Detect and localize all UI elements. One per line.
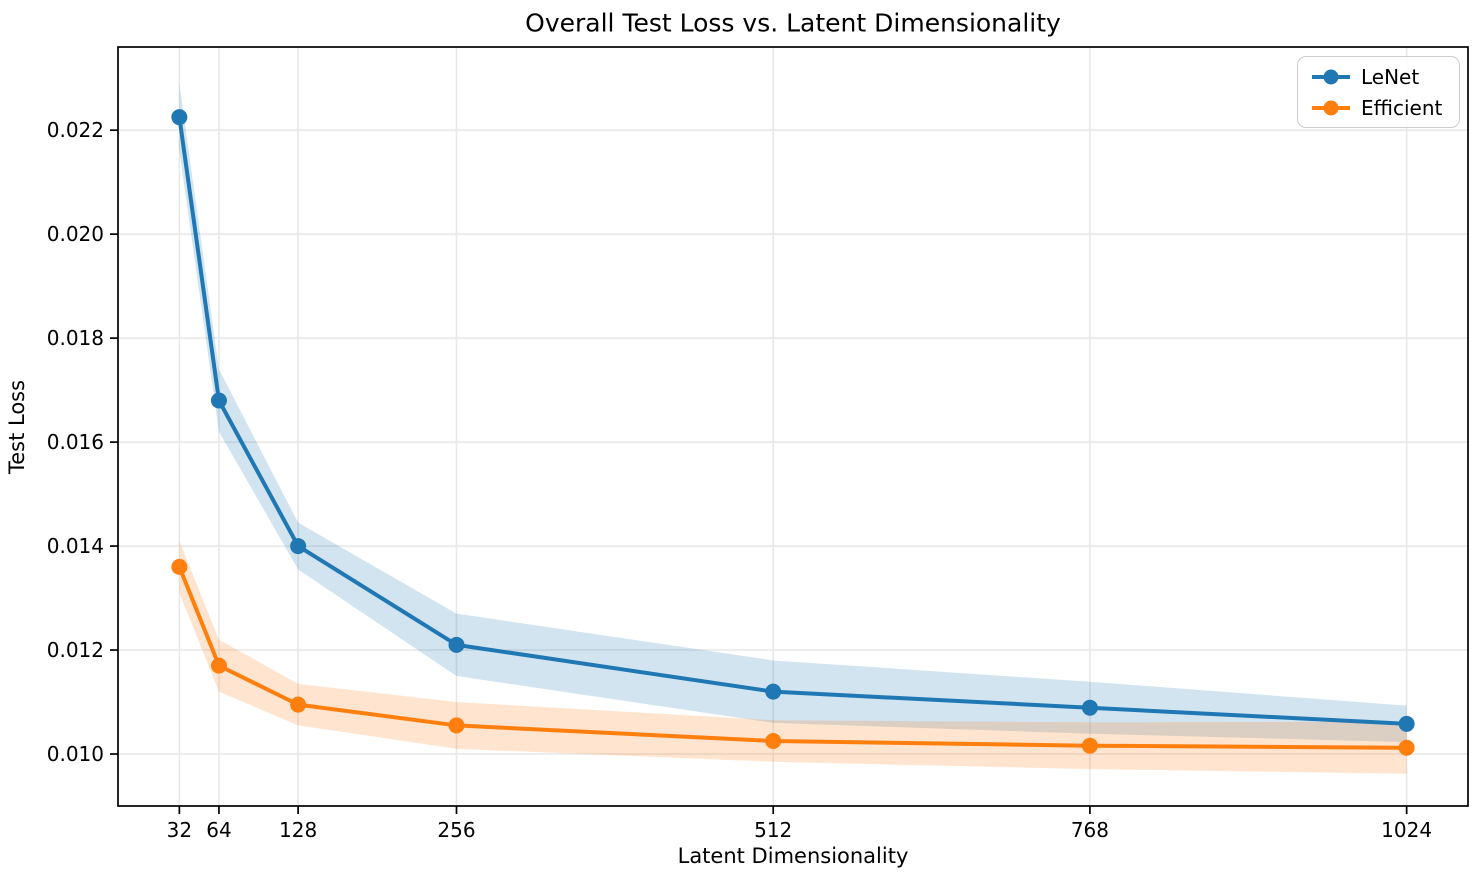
y-tick-label: 0.018 — [47, 326, 104, 350]
tick-marks — [110, 129, 1408, 814]
lenet-data-point — [1398, 715, 1415, 732]
lenet-data-point — [210, 392, 227, 409]
legend-item-efficient: Efficient — [1310, 93, 1447, 122]
efficient-confidence-band — [179, 540, 1407, 774]
efficient-markers — [171, 558, 1415, 756]
y-tick-label: 0.022 — [47, 118, 104, 142]
x-tick-label: 256 — [437, 818, 475, 842]
lenet-markers — [171, 109, 1415, 732]
x-tick-label: 512 — [754, 818, 792, 842]
y-tick-label: 0.012 — [47, 638, 104, 662]
x-tick-label: 128 — [279, 818, 317, 842]
lenet-data-point — [765, 683, 782, 700]
lenet-data-point — [171, 109, 188, 126]
efficient-data-point — [290, 696, 307, 713]
y-axis-label: Test Loss — [5, 379, 29, 475]
lenet-data-point — [448, 636, 465, 653]
legend: LeNet Efficient — [1297, 56, 1460, 128]
efficient-data-point — [210, 657, 227, 674]
y-tick-label: 0.010 — [47, 742, 104, 766]
y-tick-label: 0.020 — [47, 222, 104, 246]
lenet-data-point — [1081, 699, 1098, 716]
efficient-data-point — [171, 558, 188, 575]
x-tick-label: 32 — [167, 818, 192, 842]
x-axis-label: Latent Dimensionality — [677, 844, 909, 868]
efficient-line-swatch-icon — [1312, 100, 1350, 115]
y-tick-label: 0.014 — [47, 534, 104, 558]
x-tick-label: 768 — [1071, 818, 1109, 842]
y-tick-label: 0.016 — [47, 430, 104, 454]
lenet-line-swatch-icon — [1312, 69, 1350, 84]
legend-item-lenet: LeNet — [1310, 62, 1447, 91]
chart-title: Overall Test Loss vs. Latent Dimensional… — [525, 8, 1061, 38]
tick-labels: 32 64 128 256 512 768 1024 0.010 0.012 0.014 0.016… — [47, 118, 1432, 842]
efficient-data-point — [1081, 737, 1098, 754]
lenet-data-point — [290, 538, 307, 555]
lenet-confidence-band — [179, 83, 1407, 743]
efficient-data-point — [1398, 739, 1415, 756]
efficient-data-point — [765, 733, 782, 750]
x-tick-label: 64 — [206, 818, 231, 842]
efficient-data-point — [448, 717, 465, 734]
legend-label-lenet: LeNet — [1361, 64, 1420, 89]
lenet-line — [177, 115, 1409, 726]
plot-border — [117, 46, 1469, 807]
x-tick-label: 1024 — [1381, 818, 1432, 842]
legend-label-efficient: Efficient — [1361, 95, 1443, 120]
gridlines — [118, 47, 1468, 806]
